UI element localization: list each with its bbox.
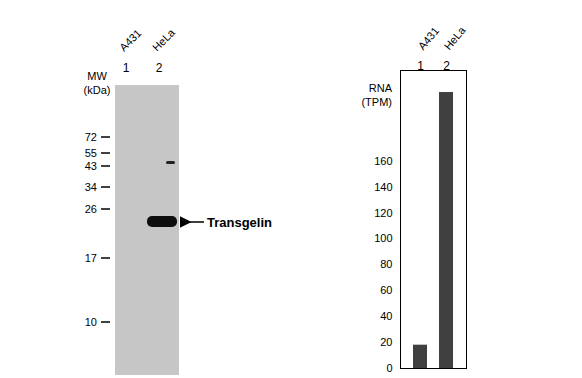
svg-text:100: 100 xyxy=(374,232,392,244)
svg-text:55: 55 xyxy=(85,147,97,159)
svg-text:MW: MW xyxy=(87,70,107,82)
svg-text:0: 0 xyxy=(386,362,392,374)
svg-text:60: 60 xyxy=(380,284,392,296)
svg-text:17: 17 xyxy=(85,252,97,264)
svg-text:1: 1 xyxy=(417,59,424,73)
svg-text:1: 1 xyxy=(123,61,130,75)
svg-text:Transgelin: Transgelin xyxy=(207,215,272,230)
svg-text:HeLa: HeLa xyxy=(442,24,469,53)
svg-text:A431: A431 xyxy=(117,27,144,54)
svg-text:72: 72 xyxy=(85,131,97,143)
svg-text:40: 40 xyxy=(380,310,392,322)
svg-text:HeLa: HeLa xyxy=(150,26,178,54)
svg-text:10: 10 xyxy=(85,316,97,328)
svg-text:20: 20 xyxy=(380,336,392,348)
svg-text:43: 43 xyxy=(85,160,97,172)
svg-text:RNA: RNA xyxy=(369,82,393,94)
svg-text:A431: A431 xyxy=(416,25,442,52)
svg-text:34: 34 xyxy=(85,181,97,193)
svg-text:160: 160 xyxy=(374,155,392,167)
svg-text:(TPM): (TPM) xyxy=(361,96,392,108)
svg-text:140: 140 xyxy=(374,181,392,193)
svg-text:26: 26 xyxy=(85,203,97,215)
svg-text:2: 2 xyxy=(156,61,163,75)
svg-text:(kDa): (kDa) xyxy=(84,84,111,96)
svg-text:80: 80 xyxy=(380,258,392,270)
svg-text:120: 120 xyxy=(374,207,392,219)
svg-text:2: 2 xyxy=(443,59,450,73)
